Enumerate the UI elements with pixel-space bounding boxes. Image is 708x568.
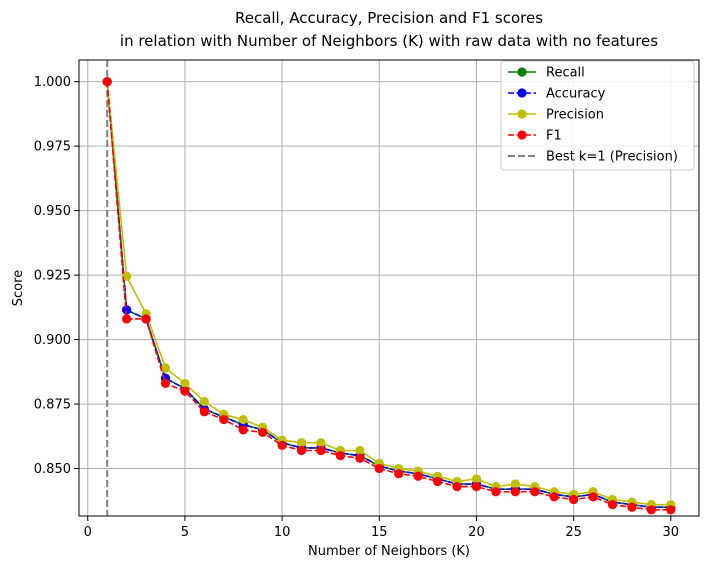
grid: [79, 60, 699, 516]
y-tick-label: 1.000: [34, 75, 71, 90]
legend-item-best-k-1-precision-: Best k=1 (Precision): [508, 150, 678, 165]
y-axis-label: Score: [11, 270, 26, 306]
data-point-precision: [471, 474, 482, 484]
data-point-f1: [374, 463, 384, 474]
data-point-f1: [530, 487, 540, 497]
data-point-f1: [180, 386, 190, 396]
y-tick-label: 0.925: [34, 269, 71, 284]
legend-item-accuracy: Accuracy: [508, 87, 606, 102]
y-tick-label: 0.975: [34, 140, 71, 155]
series-line-f1: [106, 81, 671, 511]
series-layer: [102, 77, 676, 515]
data-point-f1: [666, 505, 676, 515]
data-point-f1: [316, 445, 326, 456]
data-point-accuracy: [122, 305, 132, 315]
legend-label-accuracy: Accuracy: [546, 87, 606, 102]
legend-box: [500, 60, 695, 171]
data-point-f1: [296, 445, 307, 456]
legend-marker-f1: [517, 130, 527, 140]
legend-item-f1: F1: [508, 129, 562, 144]
chart-title-line-2: in relation with Number of Neighbors (K)…: [120, 32, 658, 50]
legend-item-precision: Precision: [508, 108, 604, 123]
x-tick-label: 0: [84, 525, 92, 540]
legend-marker-precision: [517, 109, 527, 119]
data-point-f1: [199, 407, 209, 417]
x-axis: 0 5 10 15 20 25 30: [84, 516, 679, 540]
series-f1: [102, 77, 676, 515]
data-point-precision: [316, 438, 326, 448]
chart-title-line-1: Recall, Accuracy, Precision and F1 score…: [235, 9, 543, 27]
legend-label-f1: F1: [546, 129, 562, 144]
data-point-precision: [160, 363, 171, 373]
data-point-f1: [432, 476, 443, 487]
data-point-precision: [122, 271, 132, 281]
data-point-f1: [646, 505, 656, 515]
x-axis-label: Number of Neighbors (K): [308, 544, 470, 559]
data-point-f1: [588, 492, 598, 502]
data-point-precision: [238, 414, 248, 425]
data-point-f1: [491, 487, 501, 497]
y-tick-label: 0.900: [34, 333, 71, 348]
data-point-f1: [258, 427, 268, 438]
data-point-f1: [102, 77, 112, 87]
data-point-f1: [394, 469, 404, 479]
x-tick-label: 30: [663, 525, 680, 540]
data-point-f1: [219, 414, 229, 425]
data-point-precision: [510, 479, 520, 489]
plot-area-frame: [78, 59, 700, 517]
y-tick-label: 0.875: [34, 398, 71, 413]
data-point-f1: [335, 451, 346, 461]
data-point-f1: [238, 425, 248, 435]
data-point-f1: [355, 453, 365, 463]
data-point-f1: [141, 314, 151, 324]
data-point-f1: [607, 500, 618, 510]
data-point-f1: [471, 482, 482, 492]
x-tick-label: 15: [371, 525, 388, 540]
data-point-f1: [510, 487, 520, 497]
data-point-precision: [199, 396, 209, 407]
legend-label-precision: Precision: [546, 108, 604, 123]
legend-marker-accuracy: [517, 88, 527, 98]
data-point-precision: [180, 378, 190, 389]
data-point-f1: [569, 494, 579, 505]
y-tick-label: 0.850: [34, 462, 71, 477]
x-tick-label: 10: [274, 525, 291, 540]
legend-marker-recall: [517, 67, 527, 77]
data-point-f1: [413, 471, 423, 481]
data-point-f1: [452, 482, 462, 492]
y-axis: 0.850 0.875 0.900 0.925 0.950 0.975 1.000: [34, 75, 79, 477]
legend-label-recall: Recall: [546, 66, 585, 81]
data-point-f1: [277, 440, 287, 450]
legend-label-best-k-1-precision-: Best k=1 (Precision): [546, 150, 678, 165]
data-point-f1: [160, 378, 171, 389]
data-point-f1: [122, 314, 132, 324]
legend-item-recall: Recall: [508, 66, 585, 81]
y-tick-label: 0.950: [34, 204, 71, 219]
legend: Recall Accuracy Precision F1 Best k=1 (Preci…: [500, 60, 695, 171]
data-point-f1: [627, 502, 637, 512]
x-tick-label: 20: [468, 525, 485, 540]
x-tick-label: 5: [181, 525, 189, 540]
data-point-precision: [296, 438, 307, 448]
data-point-f1: [549, 492, 559, 502]
data-point-precision: [355, 445, 365, 456]
x-tick-label: 25: [565, 525, 582, 540]
